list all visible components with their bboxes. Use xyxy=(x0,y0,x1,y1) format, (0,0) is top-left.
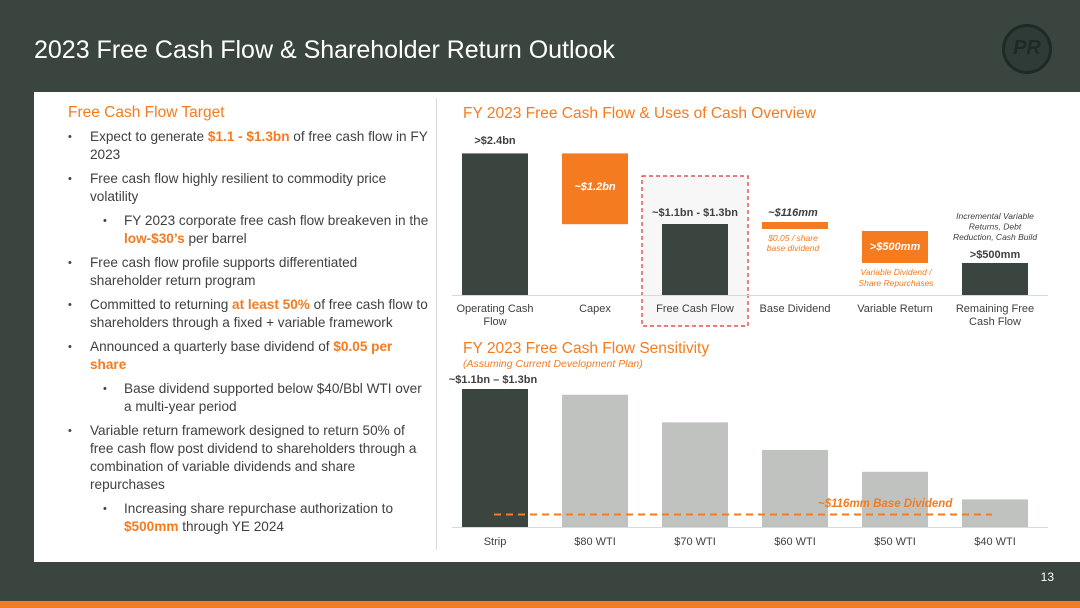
bullet-text: Free cash flow highly resilient to commo… xyxy=(90,171,387,204)
category-label: $50 WTI xyxy=(874,536,916,548)
category-label: Remaining Free Cash Flow xyxy=(956,303,1034,328)
bullet: Committed to returning at least 50% of f… xyxy=(66,296,430,332)
data-label: ~$1.1bn - $1.3bn xyxy=(652,207,738,219)
waterfall-bar xyxy=(562,153,628,225)
waterfall-bar xyxy=(862,231,928,263)
waterfall-bar xyxy=(962,263,1028,295)
data-label: ~$1.1bn – $1.3bn xyxy=(449,374,538,386)
highlight-text: $1.1 - $1.3bn xyxy=(207,129,290,144)
bullet-text: Committed to returning xyxy=(90,297,233,312)
sensitivity-bar xyxy=(562,394,628,527)
waterfall-bar xyxy=(662,224,728,295)
data-label: ~$116mm xyxy=(768,207,818,219)
page-title: 2023 Free Cash Flow & Shareholder Return… xyxy=(34,36,615,64)
fcf-target-title: Free Cash Flow Target xyxy=(68,104,225,121)
sensitivity-chart-title: FY 2023 Free Cash Flow Sensitivity xyxy=(463,340,709,357)
category-label: Capex xyxy=(579,303,611,315)
bullet: Variable return framework designed to re… xyxy=(66,422,430,494)
data-label: >$2.4bn xyxy=(474,135,516,147)
highlight-text: at least 50% xyxy=(232,297,310,312)
waterfall-chart-title: FY 2023 Free Cash Flow & Uses of Cash Ov… xyxy=(463,105,817,122)
bullet-text: Announced a quarterly base dividend of xyxy=(90,339,334,354)
sub-bullet: Base dividend supported below $40/Bbl WT… xyxy=(66,380,430,416)
highlight-text: $500mm xyxy=(124,519,179,534)
annotation-base-dividend: $0.05 / share base dividend xyxy=(767,233,820,253)
data-label: ~$1.2bn xyxy=(574,181,616,193)
category-label: $40 WTI xyxy=(974,536,1016,548)
bullet-text: of free cash flow in FY 2023 xyxy=(90,129,428,162)
highlight-text: low-$30’s xyxy=(124,231,185,246)
header-bar: 2023 Free Cash Flow & Shareholder Return… xyxy=(0,0,1080,92)
highlight-text: $0.05 per share xyxy=(90,339,393,372)
category-label: $80 WTI xyxy=(574,536,616,548)
bullet: Announced a quarterly base dividend of $… xyxy=(66,338,430,374)
sub-bullet: Increasing share repurchase authorizatio… xyxy=(66,500,430,536)
data-label: >$500mm xyxy=(870,241,921,253)
category-label: Strip xyxy=(484,536,507,548)
fcf-target-bullets: Expect to generate $1.1 - $1.3bn of free… xyxy=(66,128,430,542)
sensitivity-bar xyxy=(662,422,728,527)
sensitivity-bar xyxy=(462,389,528,527)
bullet-text: Variable return framework designed to re… xyxy=(90,423,417,492)
reference-line-label: ~$116mm Base Dividend xyxy=(818,498,953,510)
page-number: 13 xyxy=(1040,570,1054,584)
category-label: Variable Return xyxy=(857,303,933,315)
category-label: $70 WTI xyxy=(674,536,716,548)
bullet: Free cash flow profile supports differen… xyxy=(66,254,430,290)
sensitivity-bar xyxy=(862,471,928,527)
charts-svg: FY 2023 Free Cash Flow & Uses of Cash Ov… xyxy=(449,105,1048,548)
bullet-text: Expect to generate xyxy=(90,129,208,144)
footer-accent-bar xyxy=(0,601,1080,608)
sensitivity-chart-subtitle: (Assuming Current Development Plan) xyxy=(463,358,643,370)
logo-text: PR xyxy=(1013,37,1041,59)
category-label: $60 WTI xyxy=(774,536,816,548)
bullet-text: Free cash flow profile supports differen… xyxy=(90,255,358,288)
company-logo: PR xyxy=(1002,24,1052,74)
column-divider xyxy=(436,98,437,550)
waterfall-bar xyxy=(762,222,828,229)
category-label: Free Cash Flow xyxy=(656,303,734,315)
sub-bullet: FY 2023 corporate free cash flow breakev… xyxy=(66,212,430,248)
bullet-text: per barrel xyxy=(184,231,247,246)
data-label: >$500mm xyxy=(970,249,1021,261)
bullet-text: through YE 2024 xyxy=(178,519,284,534)
category-label: Base Dividend xyxy=(760,303,831,315)
bullet-text: Increasing share repurchase authorizatio… xyxy=(124,501,394,516)
waterfall-bar xyxy=(462,153,528,295)
bullet: Expect to generate $1.1 - $1.3bn of free… xyxy=(66,128,430,164)
category-label: Operating Cash Flow xyxy=(456,303,533,328)
annotation-variable: Variable Dividend / Share Repurchases xyxy=(858,267,934,288)
annotation-remaining: Incremental Variable Returns, Debt Reducti… xyxy=(953,211,1037,242)
bullet: Free cash flow highly resilient to commo… xyxy=(66,170,430,206)
sensitivity-bar xyxy=(962,499,1028,527)
bullet-text: FY 2023 corporate free cash flow breakev… xyxy=(124,213,429,228)
charts-area: FY 2023 Free Cash Flow & Uses of Cash Ov… xyxy=(436,92,1080,562)
bullet-text: of free cash flow to shareholders throug… xyxy=(90,297,428,330)
bullet-text: Base dividend supported below $40/Bbl WT… xyxy=(124,381,422,414)
